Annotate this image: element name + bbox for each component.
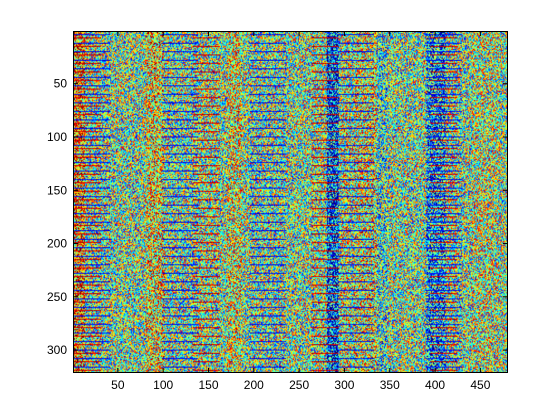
x-tick-label: 400 bbox=[425, 378, 445, 392]
x-tick-label: 300 bbox=[334, 378, 354, 392]
plot-area bbox=[73, 31, 508, 373]
x-tick-label: 50 bbox=[111, 378, 125, 392]
x-tick-label: 200 bbox=[244, 378, 264, 392]
x-tick-label: 150 bbox=[198, 378, 218, 392]
x-tick-label: 250 bbox=[289, 378, 309, 392]
y-tick-label: 100 bbox=[47, 130, 67, 144]
y-tick-label: 150 bbox=[47, 183, 67, 197]
heatmap-image bbox=[74, 32, 507, 372]
y-tick-label: 300 bbox=[47, 343, 67, 357]
y-tick-label: 50 bbox=[54, 77, 68, 91]
x-tick-label: 350 bbox=[380, 378, 400, 392]
x-tick-label: 450 bbox=[470, 378, 490, 392]
y-tick-label: 250 bbox=[47, 290, 67, 304]
y-tick-label: 200 bbox=[47, 237, 67, 251]
x-tick-label: 100 bbox=[153, 378, 173, 392]
